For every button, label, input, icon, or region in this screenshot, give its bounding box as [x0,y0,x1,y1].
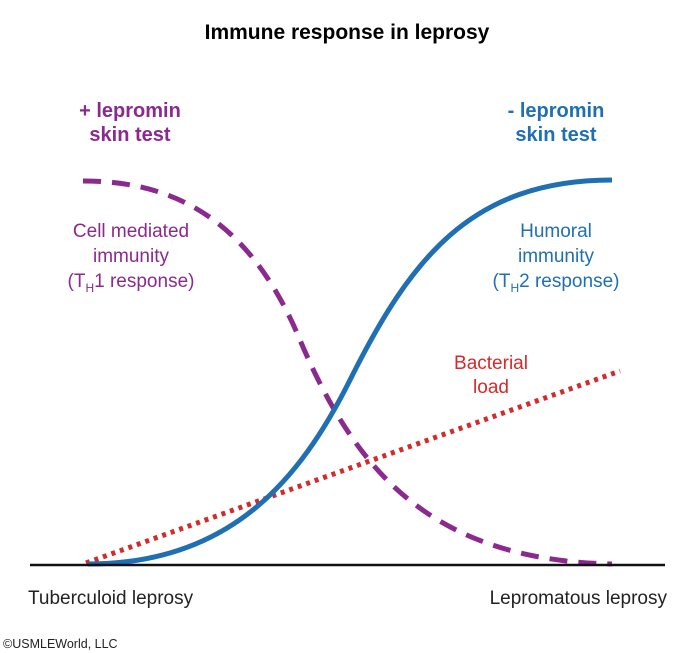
bacterial-load-line2: load [473,377,509,398]
lepromatous-label: Lepromatous leprosy [490,588,668,609]
negative-lepromin-line2: skin test [515,124,596,146]
copyright-text: ©USMLEWorld, LLC [3,637,118,651]
cell-mediated-curve [82,178,613,567]
bacterial-load-line [85,368,621,566]
humoral-line1: Humoral [520,221,592,242]
humoral-curve [87,177,613,567]
humoral-label: Humoral immunity (TH2 response) [493,221,620,295]
humoral-line3: (TH2 response) [493,271,620,295]
positive-lepromin-line2: skin test [89,124,170,146]
humoral-line2: immunity [518,246,595,267]
cell-mediated-label: Cell mediated immunity (TH1 response) [68,221,195,295]
diagram-title: Immune response in leprosy [205,21,490,44]
negative-lepromin-line1: - lepromin [508,100,605,122]
cell-mediated-line2: immunity [93,246,170,267]
cell-mediated-line1: Cell mediated [73,221,189,242]
bacterial-load-line1: Bacterial [454,353,528,374]
positive-lepromin-line1: + lepromin [79,100,181,122]
cell-mediated-line3: (TH1 response) [68,271,195,295]
tuberculoid-label: Tuberculoid leprosy [28,588,194,609]
